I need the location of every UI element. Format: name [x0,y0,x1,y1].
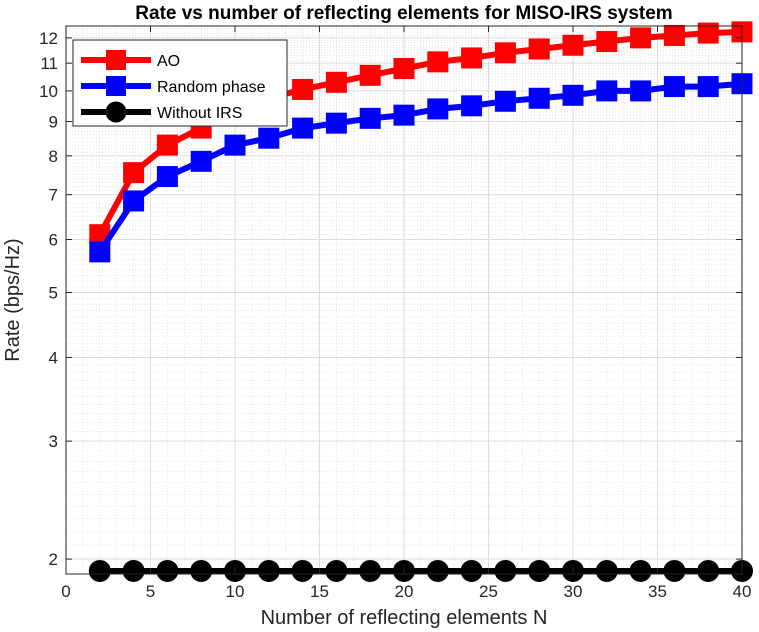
x-axis-label: Number of reflecting elements N [261,607,548,629]
data-point-ao [359,64,381,86]
y-tick-label: 9 [49,113,58,132]
data-point-random-phase [292,117,314,139]
data-point-without-irs [629,559,652,582]
data-point-random-phase [697,76,719,98]
data-point-random-phase [427,98,449,120]
x-tick-label: 0 [61,582,70,601]
data-point-random-phase [325,112,347,134]
data-point-random-phase [494,90,516,112]
y-tick-label: 12 [39,29,58,48]
x-tick-label: 5 [146,582,155,601]
data-point-ao [427,51,449,73]
y-tick-label: 3 [49,432,58,451]
y-tick-label: 11 [40,54,58,73]
x-tick-label: 15 [310,582,329,601]
y-axis-ticks: 2 3 4 5 6 7 8 9 10 11 12 [39,29,742,569]
data-point-without-irs [88,559,111,582]
y-tick-label: 2 [49,550,58,569]
y-tick-label: 10 [39,82,58,101]
x-tick-label: 10 [226,582,245,601]
data-point-ao [630,27,652,49]
x-axis-ticks: 0 5 10 15 20 25 30 35 40 [61,26,751,601]
data-point-ao [292,78,314,100]
data-point-random-phase [224,134,246,156]
data-point-random-phase [596,80,618,102]
y-tick-label: 4 [49,348,58,367]
legend-swatch-marker [106,76,126,96]
series-layer [88,21,753,582]
data-point-random-phase [359,107,381,129]
legend-swatch-marker [105,101,127,123]
legend-swatch-marker [106,50,126,70]
y-tick-label: 8 [49,147,58,166]
data-point-ao [697,22,719,44]
y-tick-label: 5 [49,284,58,303]
data-point-without-irs [697,559,720,582]
data-point-ao [562,34,584,56]
data-point-random-phase [89,241,111,263]
data-point-without-irs [122,559,145,582]
data-point-ao [123,162,145,184]
data-point-without-irs [528,559,551,582]
data-point-random-phase [630,80,652,102]
legend-item-random-phase: Random phase [81,76,266,96]
x-tick-label: 25 [479,582,498,601]
data-point-without-irs [494,559,517,582]
data-point-without-irs [257,559,280,582]
data-point-without-irs [190,559,213,582]
data-point-without-irs [426,559,449,582]
data-point-random-phase [123,190,145,212]
data-point-random-phase [156,166,178,188]
legend-items: AO Random phase Without IRS [81,50,266,123]
legend-label: AO [157,53,180,70]
data-point-ao [393,58,415,80]
data-point-random-phase [393,104,415,126]
data-point-ao [494,42,516,64]
data-point-random-phase [190,150,212,172]
x-tick-label: 30 [564,582,583,601]
data-point-random-phase [562,84,584,106]
data-point-random-phase [258,127,280,149]
data-point-ao [596,31,618,53]
data-point-ao [663,24,685,46]
series-random-phase [89,73,753,263]
legend-label: Without IRS [157,105,242,122]
data-point-without-irs [460,559,483,582]
chart-title: Rate vs number of reflecting elements fo… [135,3,672,24]
data-point-ao [461,47,483,69]
x-tick-label: 20 [395,582,414,601]
data-point-ao [325,71,347,93]
data-point-without-irs [325,559,348,582]
data-point-without-irs [359,559,382,582]
data-point-random-phase [461,95,483,117]
data-point-without-irs [663,559,686,582]
y-tick-label: 6 [49,231,58,250]
data-point-without-irs [156,559,179,582]
data-point-ao [528,38,550,60]
data-point-random-phase [663,76,685,98]
legend-item-without-irs: Without IRS [81,101,242,123]
data-point-without-irs [291,559,314,582]
data-point-random-phase [528,87,550,109]
legend: AO Random phase Without IRS [72,39,288,127]
x-tick-label: 40 [733,582,752,601]
y-tick-label: 7 [49,186,58,205]
data-point-ao [156,134,178,156]
x-tick-label: 35 [648,582,667,601]
minor-grid [66,25,742,574]
legend-item-ao: AO [81,50,180,70]
y-axis-label: Rate (bps/Hz) [2,238,24,361]
legend-label: Random phase [157,79,266,96]
series-without-irs [88,559,753,582]
data-point-without-irs [595,559,618,582]
